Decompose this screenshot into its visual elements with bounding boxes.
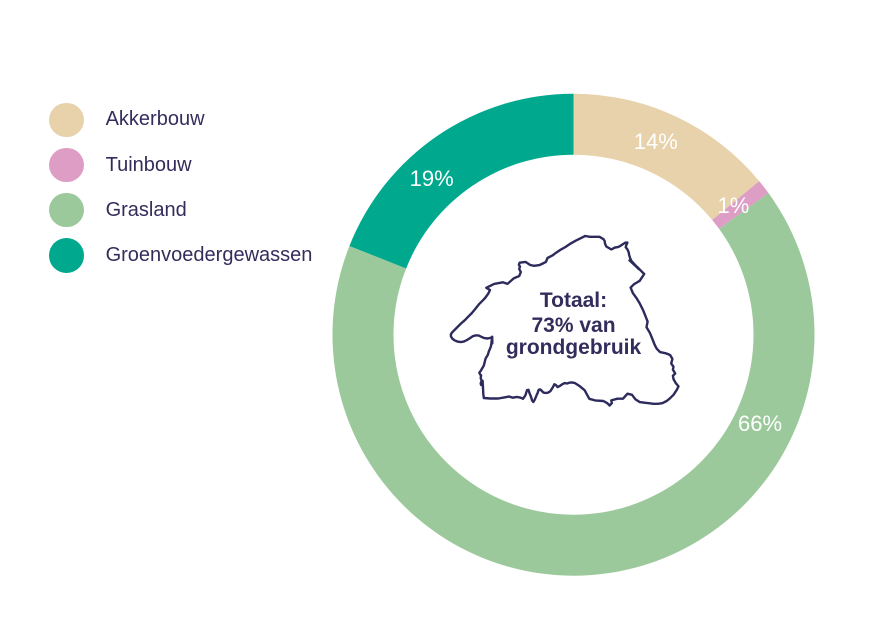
svg-text:grondgebruik: grondgebruik: [506, 336, 642, 359]
svg-text:19%: 19%: [410, 166, 454, 191]
svg-text:73% van: 73% van: [531, 314, 615, 337]
svg-text:14%: 14%: [634, 129, 678, 154]
svg-text:1%: 1%: [718, 193, 750, 218]
svg-text:Totaal:: Totaal:: [540, 289, 607, 312]
svg-text:66%: 66%: [738, 411, 782, 436]
